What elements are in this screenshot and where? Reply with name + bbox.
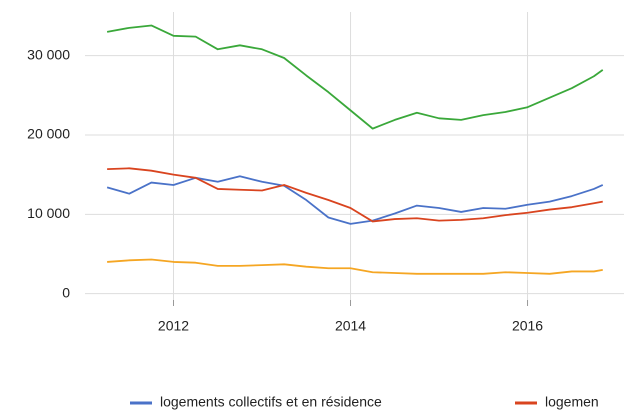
legend-label: logements collectifs et en résidence bbox=[160, 394, 382, 410]
y-tick-label: 10 000 bbox=[27, 205, 70, 221]
series-line bbox=[106, 24, 604, 130]
series-line bbox=[107, 167, 603, 223]
legend-label: logemen bbox=[545, 394, 599, 410]
x-tick-label: 2014 bbox=[335, 318, 366, 334]
y-tick-label: 20 000 bbox=[27, 126, 70, 142]
series-line bbox=[106, 175, 604, 225]
series-line bbox=[107, 258, 603, 275]
y-tick-label: 0 bbox=[62, 284, 70, 300]
x-tick-label: 2016 bbox=[512, 318, 543, 334]
y-tick-label: 30 000 bbox=[27, 46, 70, 62]
x-tick-label: 2012 bbox=[158, 318, 189, 334]
